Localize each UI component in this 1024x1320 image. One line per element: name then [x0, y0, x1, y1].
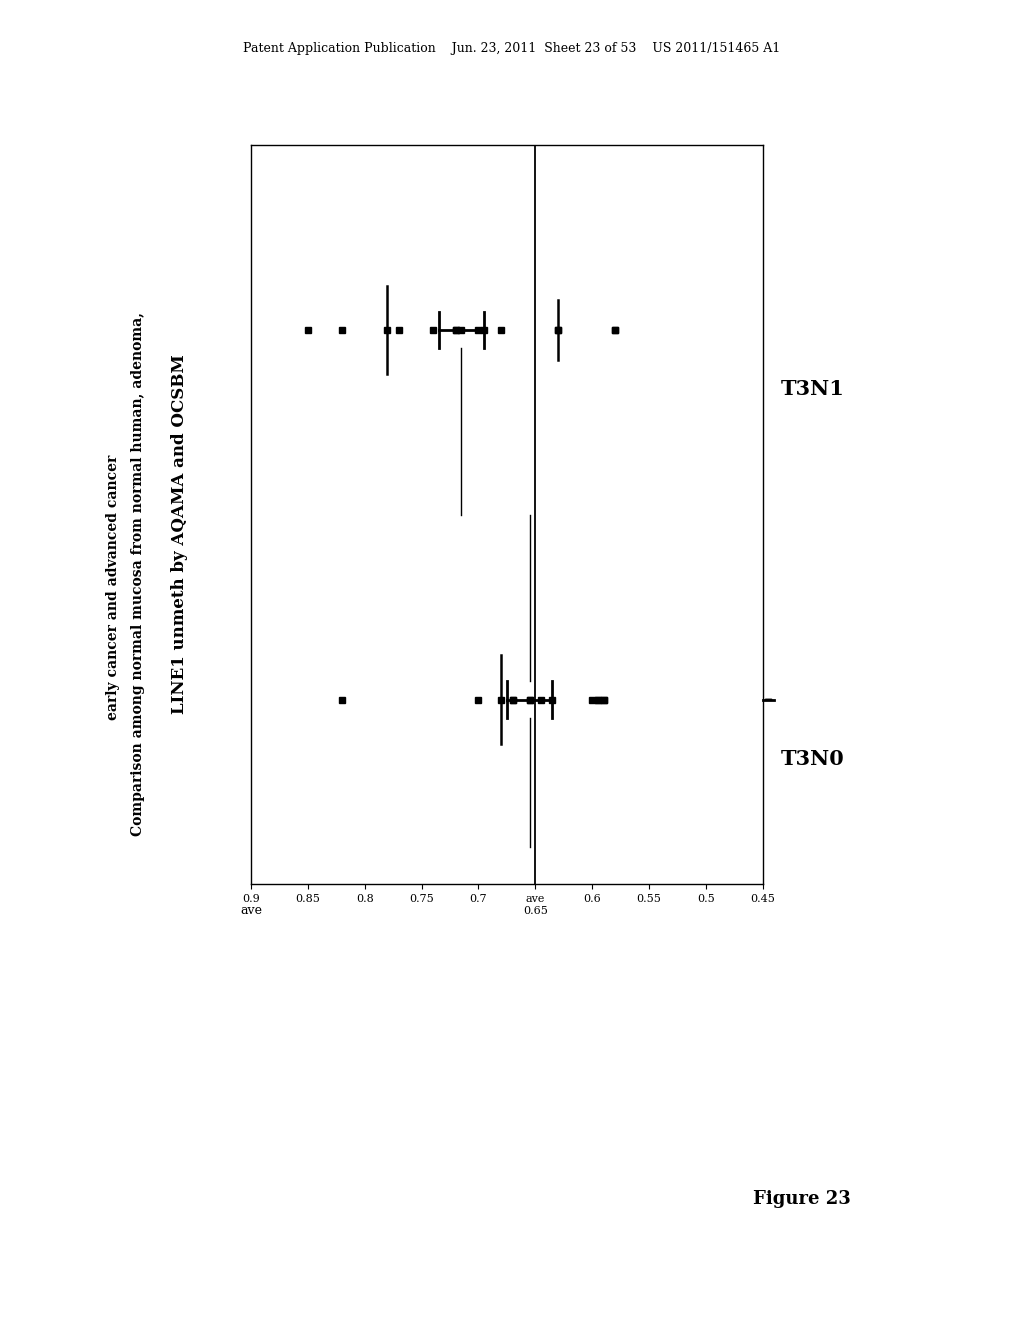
Text: LINE1 unmeth by AQAMA and OCSBM: LINE1 unmeth by AQAMA and OCSBM	[171, 355, 187, 714]
Text: Comparison among normal mucosa from normal human, adenoma,: Comparison among normal mucosa from norm…	[131, 313, 145, 836]
Text: ave: ave	[240, 904, 262, 917]
Text: early cancer and advanced cancer: early cancer and advanced cancer	[105, 455, 120, 719]
Text: Patent Application Publication    Jun. 23, 2011  Sheet 23 of 53    US 2011/15146: Patent Application Publication Jun. 23, …	[244, 42, 780, 55]
Text: Figure 23: Figure 23	[753, 1189, 850, 1208]
Text: T3N0: T3N0	[780, 748, 844, 770]
Text: T3N1: T3N1	[780, 379, 844, 400]
